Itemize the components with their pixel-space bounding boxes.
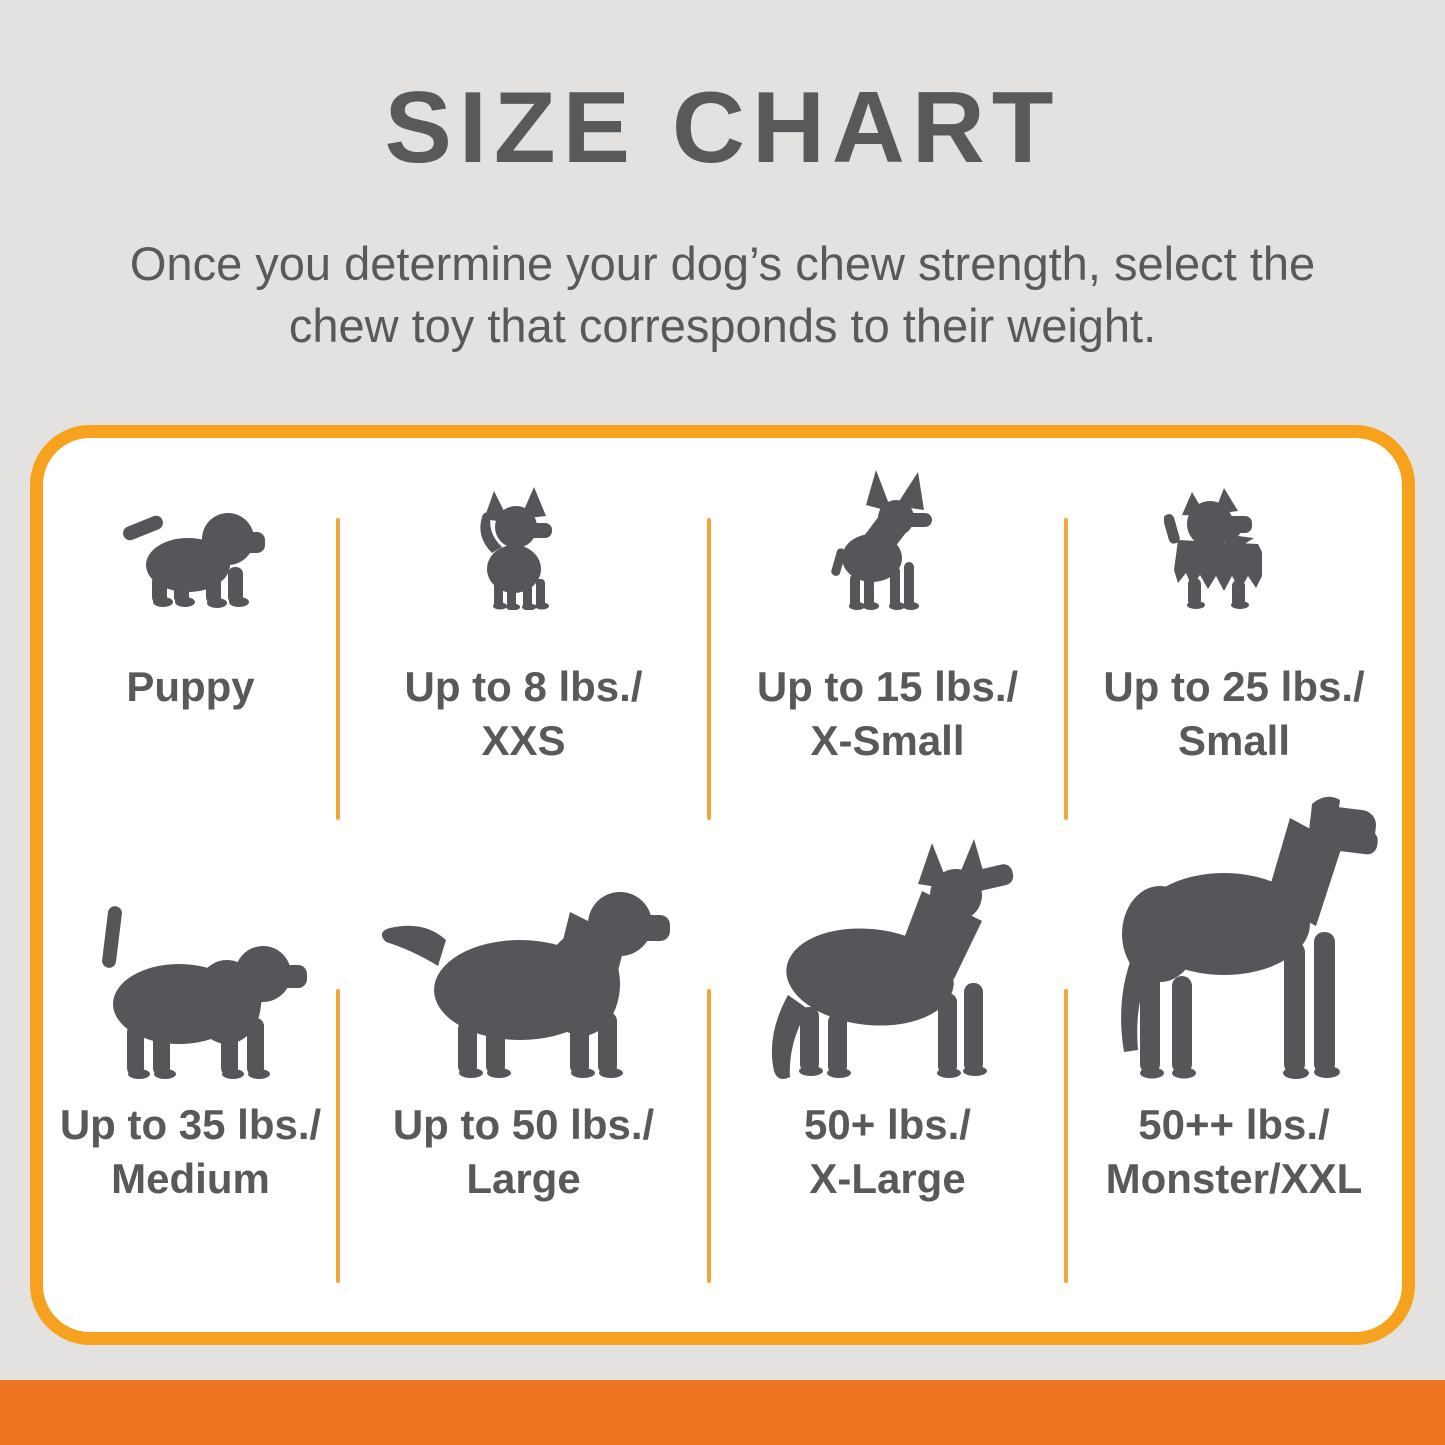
size-label-line1: Up to 50 lbs./: [392, 1101, 655, 1148]
size-cell-monster: 50++ lbs./ Monster/XXL: [1066, 778, 1402, 1332]
size-label: 50+ lbs./ X-Large: [804, 1098, 971, 1206]
puppy-icon: [116, 438, 266, 610]
size-label-line1: Up to 15 lbs./: [756, 663, 1019, 710]
page-title: SIZE CHART: [384, 72, 1061, 184]
size-label-line2: Medium: [111, 1155, 270, 1202]
size-label-line2: Monster/XXL: [1105, 1155, 1363, 1202]
size-label-line1: 50++ lbs./: [1138, 1101, 1330, 1148]
size-cell-xxs: Up to 8 lbs./ XXS: [338, 438, 709, 778]
subtitle: Once you determine your dog’s chew stren…: [0, 233, 1445, 357]
size-label-line1: Up to 25 lbs./: [1103, 663, 1365, 710]
size-label-line1: Puppy: [126, 663, 255, 710]
monster-dog-icon: [1088, 778, 1380, 1080]
size-label: Puppy: [126, 660, 254, 714]
large-dog-icon: [378, 778, 670, 1080]
size-label: Up to 8 lbs./ XXS: [404, 660, 642, 768]
medium-dog-icon: [75, 778, 307, 1080]
size-label-line2: Small: [1177, 717, 1291, 764]
size-label: Up to 25 lbs./ Small: [1103, 660, 1364, 768]
size-cell-xlarge: 50+ lbs./ X-Large: [709, 778, 1066, 1332]
size-cell-medium: Up to 35 lbs./ Medium: [43, 778, 338, 1332]
column-divider: [707, 989, 711, 1283]
size-label: Up to 50 lbs./ Large: [393, 1098, 654, 1206]
chihuahua-icon: [474, 438, 574, 610]
size-label-line2: X-Large: [809, 1155, 966, 1202]
size-cell-xsmall: Up to 15 lbs./ X-Small: [709, 438, 1066, 778]
size-label-line2: Large: [466, 1155, 581, 1202]
size-label-line1: 50+ lbs./: [804, 1101, 971, 1148]
xlarge-dog-icon: [744, 778, 1032, 1080]
size-grid: Puppy: [43, 438, 1402, 1332]
size-label: 50++ lbs./ Monster/XXL: [1106, 1098, 1363, 1206]
footer-accent-bar: [0, 1380, 1445, 1445]
column-divider: [707, 518, 711, 820]
size-label-line2: XXS: [481, 717, 566, 764]
column-divider: [1064, 518, 1068, 820]
column-divider: [336, 989, 340, 1283]
size-label-line1: Up to 35 lbs./: [59, 1101, 322, 1148]
size-chart-card: Puppy: [30, 425, 1415, 1345]
size-label-line2: X-Small: [810, 717, 965, 764]
small-dog-icon: [1164, 438, 1304, 610]
size-label-line1: Up to 8 lbs./: [404, 663, 643, 710]
column-divider: [336, 518, 340, 820]
subtitle-line1: Once you determine your dog’s chew stren…: [129, 237, 1316, 290]
size-label: Up to 15 lbs./ X-Small: [757, 660, 1018, 768]
subtitle-line2: chew toy that corresponds to their weigh…: [288, 299, 1157, 352]
size-label: Up to 35 lbs./ Medium: [60, 1098, 321, 1206]
xsmall-dog-icon: [830, 438, 945, 610]
column-divider: [1064, 989, 1068, 1283]
size-cell-large: Up to 50 lbs./ Large: [338, 778, 709, 1332]
size-cell-puppy: Puppy: [43, 438, 338, 778]
size-cell-small: Up to 25 lbs./ Small: [1066, 438, 1402, 778]
